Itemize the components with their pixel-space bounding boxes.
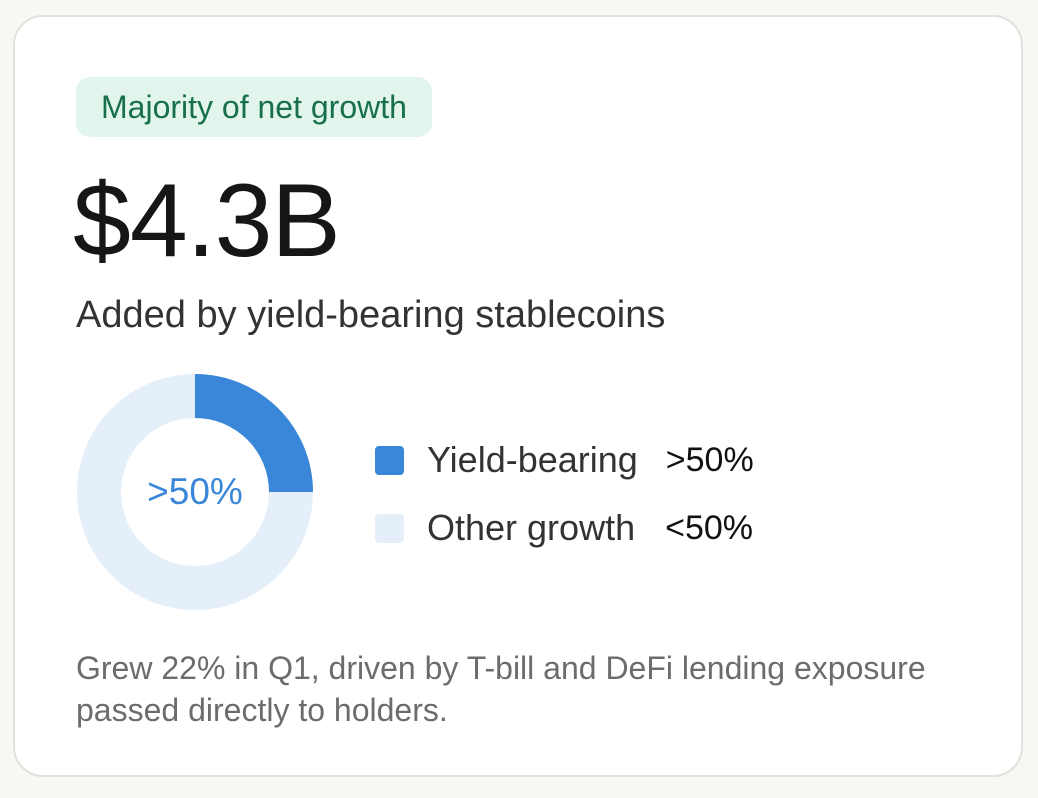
legend-value: >50%: [665, 440, 754, 479]
donut-slice-other-growth: [77, 374, 313, 610]
chart-legend: Yield-bearing >50% Other growth <50%: [375, 435, 754, 571]
donut-center-label: >50%: [147, 471, 243, 512]
headline-subtitle: Added by yield-bearing stablecoins: [76, 294, 666, 336]
donut-chart: [77, 374, 313, 610]
legend-swatch-yield-bearing: [375, 445, 404, 475]
legend-swatch-other-growth: [375, 513, 404, 543]
legend-item-other-growth: Other growth <50%: [375, 503, 754, 553]
donut-slice-yield-bearing: [195, 374, 313, 492]
status-badge: Majority of net growth: [76, 77, 432, 137]
legend-label: Yield-bearing: [427, 439, 638, 480]
legend-label: Other growth: [427, 507, 636, 548]
stat-card: Majority of net growth $4.3B Added by yi…: [13, 15, 1023, 777]
legend-value: <50%: [665, 508, 753, 547]
legend-item-yield-bearing: Yield-bearing >50%: [375, 435, 754, 485]
headline-value: $4.3B: [73, 163, 341, 279]
footnote-text: Grew 22% in Q1, driven by T-bill and DeF…: [76, 650, 926, 728]
